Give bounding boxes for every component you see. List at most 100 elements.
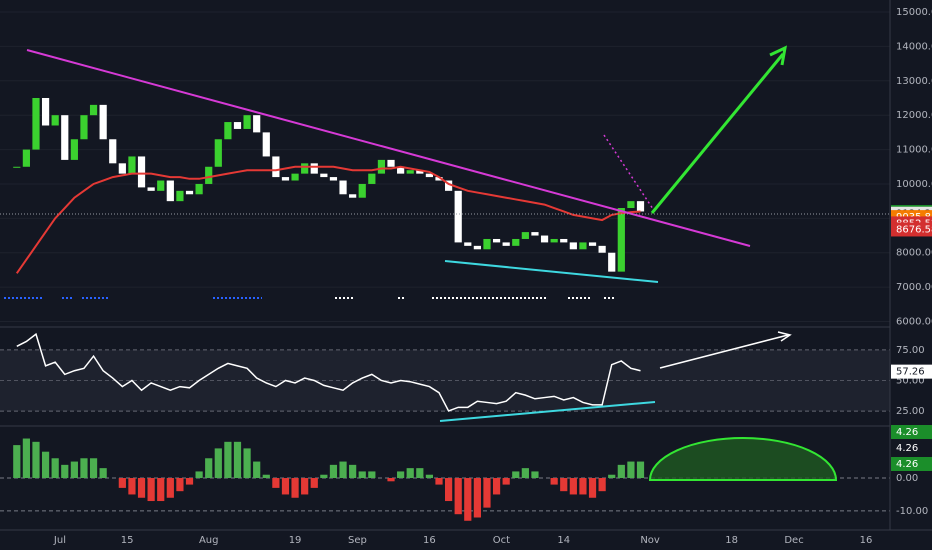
price-marker [891,457,932,471]
price-marker [891,425,932,439]
candle [176,190,184,202]
candle [118,163,126,174]
candle [502,242,510,246]
candle [320,173,328,178]
histogram-bar [176,478,184,492]
candle [617,208,625,272]
histogram-bar [13,445,21,479]
histogram-bar [368,471,376,479]
histogram-bar [531,471,539,479]
histogram-bar [205,458,213,479]
x-tick-label: 19 [289,535,302,546]
candle [301,163,309,174]
x-tick-label: Aug [199,535,219,546]
histogram-bar [492,478,501,495]
candle [339,180,347,195]
candle [435,177,443,181]
band [0,350,890,411]
histogram-bar [339,461,347,479]
histogram-bar [627,461,635,479]
histogram-bar [425,474,434,479]
candle [214,139,222,167]
histogram-bar [588,478,597,498]
x-tick-label: 16 [860,535,873,546]
x-tick-label: Oct [493,535,510,546]
candle [281,177,290,181]
price-marker [891,441,932,455]
x-tick-label: Dec [784,535,803,546]
candle [70,139,78,160]
histogram-bar [89,458,98,479]
histogram-bar [70,461,78,479]
candle [272,156,280,178]
histogram-bar [61,464,69,479]
candle [397,166,405,174]
price-marker [891,222,932,237]
candle [454,190,462,243]
histogram-bar [569,478,577,495]
histogram-bar [473,478,481,518]
trend-line [26,49,751,247]
candle [540,235,549,243]
histogram-bar [166,478,174,498]
histogram-bar [454,478,462,515]
histogram-bar [51,458,59,479]
candle [13,166,21,168]
marks [13,97,645,521]
x-tick-label: 14 [557,535,570,546]
histogram-bar [41,451,50,479]
projection-arc [648,437,838,481]
rsi-line [16,332,641,412]
candle [531,232,539,236]
candle [377,159,386,174]
histogram-bar [617,464,625,479]
x-tick-label: Sep [348,535,367,546]
candle [109,139,117,164]
histogram-bar [416,468,424,479]
histogram-bar [387,478,395,482]
histogram-bar [358,471,366,479]
y-tick-label: 10000.00 [896,179,932,190]
histogram-bar [464,478,472,521]
y-tick-label: 50.00 [896,375,925,386]
histogram-bar [521,468,529,479]
candle [41,97,50,126]
candle [368,173,376,184]
candle [224,122,232,140]
candle [233,122,242,129]
histogram-bar [22,438,30,479]
histogram-bar [80,458,88,479]
candle [128,156,136,174]
histogram-bar [272,478,280,488]
histogram-bar [579,478,587,495]
histogram-bar [224,441,232,479]
candle [99,104,107,140]
arrow-head [769,45,787,66]
candle [569,242,577,250]
candle [205,166,213,184]
histogram-bar [598,478,606,492]
candle [483,238,491,250]
candle [32,97,40,150]
y-tick-label: 15000.00 [896,7,932,18]
histogram-bar [444,478,453,502]
candle [51,115,59,126]
histogram-bar [310,478,318,488]
candle [579,242,587,250]
candle [406,170,414,174]
histogram-bar [329,464,338,479]
y-tick-label: 25.00 [896,406,925,417]
candle [195,183,203,195]
histogram-bar [128,478,136,495]
candle [80,115,88,140]
price-marker [891,364,932,379]
price-marker-label: 57.26 [896,367,925,378]
y-tick-label: 12000.00 [896,110,932,121]
histogram-bar [195,471,203,479]
x-tick-label: Jul [53,535,66,546]
histogram-bar [262,474,270,479]
histogram-bar [512,471,520,479]
trend-line [444,260,659,283]
histogram-bar [147,478,155,502]
